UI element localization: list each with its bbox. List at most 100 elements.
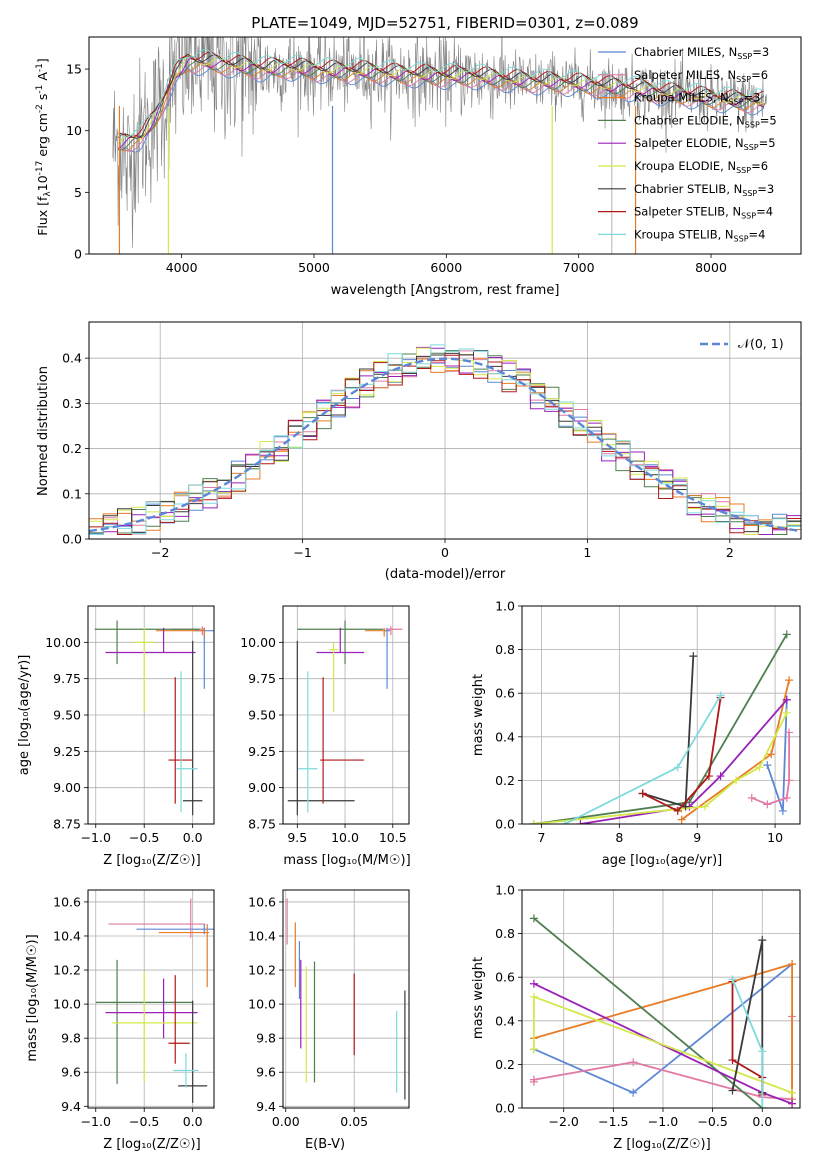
legend-count: =3	[744, 91, 761, 105]
y-tick-label: 1.0	[495, 599, 515, 614]
y-tick-label: 9.4	[61, 1099, 81, 1114]
plot-area	[287, 620, 403, 816]
figure-title: PLATE=1049, MJD=52751, FIBERID=0301, z=0…	[251, 14, 638, 32]
plot-area	[89, 344, 801, 535]
weight-line	[580, 699, 788, 824]
age-vs-mass-plot: 9.5 10.0 10.5 8.75 9.00 9.25 9.50 9.75 10.00	[240, 605, 410, 845]
weight-marker	[788, 960, 797, 969]
frame	[521, 889, 801, 1109]
x-tick-label: 9	[693, 830, 701, 845]
x-tick-label: −1.0	[81, 1114, 111, 1129]
residuals-ylabel: Normed distribution	[36, 366, 51, 496]
weight-marker	[782, 793, 791, 802]
weight-marker	[728, 1056, 737, 1065]
axes-frame	[87, 605, 215, 825]
y-tick-label: 8.75	[53, 817, 81, 832]
legend-subscript: SSP	[729, 98, 744, 107]
mass-ebv-xlabel: E(B-V)	[305, 1137, 345, 1152]
ylabel-part: -17	[35, 161, 45, 176]
x-tick-label: 8000	[695, 260, 727, 275]
weight-marker	[529, 914, 538, 923]
y-tick-label: 9.50	[53, 708, 81, 723]
frame	[282, 605, 410, 825]
y-tick-label: 10.0	[248, 997, 276, 1012]
weight-marker	[677, 815, 686, 824]
x-tick-label: −2.0	[549, 1114, 579, 1129]
model-spectrum	[117, 62, 765, 152]
legend-subscript: SSP	[737, 52, 752, 61]
mass-vs-ebv-plot: 0.00 0.05 9.4 9.6 9.8 10.0 10.2 10.4 10.6	[248, 889, 410, 1129]
frame	[521, 605, 801, 825]
weight-marker	[767, 750, 776, 759]
weight-marker	[758, 936, 767, 945]
y-tick-label: 10.2	[53, 963, 81, 978]
legend-entry: Kroupa ELODIE, NSSP=6	[634, 159, 768, 175]
legend-subscript: SSP	[736, 166, 751, 175]
weight-vs-age-plot: 7 8 9 10 0.0 0.2 0.4 0.6 0.8 1.0	[495, 599, 801, 845]
y-tick-label: 9.6	[256, 1065, 276, 1080]
weight-marker	[728, 975, 737, 984]
model-spectrum	[117, 49, 765, 138]
y-tick-label: 10.00	[45, 635, 81, 650]
weight-line	[642, 656, 695, 808]
legend-count: =4	[749, 227, 766, 241]
x-tick-label: 9.5	[287, 830, 307, 845]
ylabel-part: ]	[35, 58, 50, 63]
residual-histogram	[89, 347, 801, 535]
weight-marker	[728, 1086, 737, 1095]
age-mass-xlabel: mass [log₁₀(M/M☉)]	[283, 853, 410, 868]
y-tick-label: 0	[74, 247, 82, 262]
legend-entry: Chabrier MILES, NSSP=3	[634, 45, 769, 61]
y-tick-label: 0.1	[62, 486, 82, 501]
x-tick-label: 7000	[563, 260, 595, 275]
legend-count: =3	[757, 182, 774, 196]
axes-frame	[282, 889, 410, 1109]
y-tick-label: 9.4	[256, 1099, 276, 1114]
legend-entry: Salpeter MILES, NSSP=6	[634, 68, 768, 84]
legend-subscript: SSP	[741, 212, 756, 221]
weight-marker	[778, 806, 787, 815]
x-tick-label: 0.05	[340, 1114, 368, 1129]
ylabel-part: -1	[35, 63, 45, 72]
legend-subscript: SSP	[734, 234, 749, 243]
mass-z-xlabel: Z [log₁₀(Z/Z☉)]	[103, 1137, 200, 1152]
x-tick-label: 10	[767, 830, 783, 845]
weight-marker	[716, 691, 725, 700]
y-tick-label: 9.00	[248, 780, 276, 795]
x-tick-label: 0.0	[752, 1114, 772, 1129]
residual-histogram	[89, 350, 801, 535]
ylabel-part: Flux [f	[35, 196, 50, 236]
ylabel-part: -2	[35, 104, 45, 113]
y-tick-label: 9.6	[61, 1065, 81, 1080]
weight-marker	[747, 793, 756, 802]
x-tick-label: 0.00	[272, 1114, 300, 1129]
plot-area	[286, 898, 406, 1100]
axes-frame	[87, 889, 215, 1109]
ylabel-part: λ	[43, 191, 53, 197]
weight-marker	[763, 761, 772, 770]
weight-marker	[788, 1099, 797, 1108]
legend-entry: Chabrier STELIB, NSSP=3	[634, 182, 774, 198]
residual-histogram	[89, 344, 801, 535]
y-tick-label: 0.2	[495, 773, 515, 788]
plot-area	[529, 914, 797, 1108]
y-tick-label: 0.0	[62, 532, 82, 547]
plot-area	[112, 37, 767, 254]
x-tick-label: 4000	[166, 260, 198, 275]
weight-marker	[782, 695, 791, 704]
y-tick-label: 9.75	[248, 671, 276, 686]
weight-marker	[576, 820, 585, 824]
y-tick-label: 9.25	[53, 744, 81, 759]
ylabel-part: erg cm	[35, 113, 50, 161]
frame	[88, 36, 802, 255]
frame	[88, 321, 802, 540]
legend-subscript: SSP	[745, 120, 760, 129]
y-tick-label: 0.4	[62, 351, 82, 366]
weight-marker	[785, 676, 794, 685]
age-z-xlabel: Z [log₁₀(Z/Z☉)]	[103, 853, 200, 868]
legend-entry: Salpeter STELIB, NSSP=4	[634, 205, 773, 221]
legend-count: =6	[751, 68, 768, 82]
weight-marker	[763, 800, 772, 809]
x-tick-label: −1	[293, 545, 311, 560]
weight-line	[731, 979, 764, 1108]
